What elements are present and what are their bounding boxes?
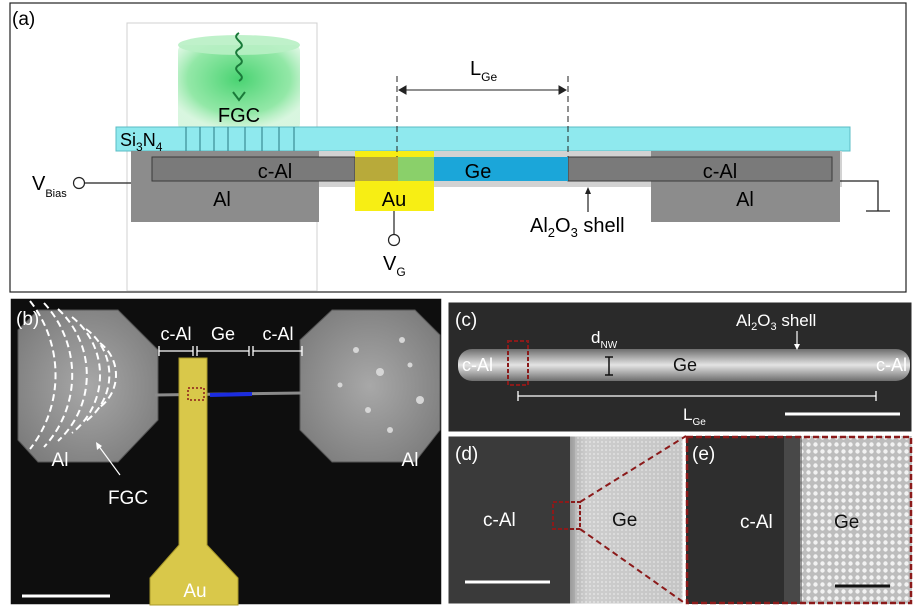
c-al-2-label-sem: c-Al: [263, 324, 294, 344]
d-nw-marker: [605, 356, 613, 376]
au-label-sem: Au: [183, 581, 206, 602]
interface-e: [784, 436, 802, 604]
nanowire-tem: [458, 349, 910, 381]
panel-b-label: (b): [16, 309, 39, 330]
al-right-label-sem: Al: [402, 450, 419, 471]
panel-d-label: (d): [455, 444, 478, 465]
vbias-terminal-icon: [72, 176, 86, 190]
al-pad-left-sem: [17, 309, 159, 463]
c-al-left-label: c-Al: [258, 161, 292, 183]
al2o3-shell-label: Al2O3 shell: [530, 215, 625, 240]
c-al-bar-right: [567, 156, 833, 182]
au-ge-overlap: [398, 157, 434, 181]
c-al-left-label-tem: c-Al: [462, 355, 493, 375]
al2o3-shell-label-tem: Al2O3 shell: [736, 311, 816, 333]
grating-lines: [185, 127, 295, 151]
photon-wave-icon: [235, 32, 243, 82]
zoom-lines: [579, 435, 687, 605]
arrow-down-icon: [232, 91, 246, 102]
c-al-label-e: c-Al: [740, 512, 773, 533]
ge-segment: [434, 157, 568, 181]
fgc-light-source: FGC: [178, 32, 300, 130]
ge-label-sem: Ge: [211, 324, 235, 344]
c-al-bar-left: [151, 156, 356, 182]
vg-terminal-icon: [387, 233, 401, 247]
au-label: Au: [382, 189, 406, 211]
c-al-right-label: c-Al: [703, 161, 737, 183]
l-ge-dimension: [396, 76, 569, 157]
al-pad-right-sem: [299, 309, 441, 463]
segment-brackets: [158, 346, 303, 356]
fgc-label-sem: FGC: [108, 488, 148, 509]
au-c-al-overlap: [355, 157, 398, 181]
al-left-label: Al: [213, 189, 231, 211]
al-left-label-sem: Al: [52, 450, 69, 471]
panel-a: (a) FGC Si3N4: [9, 2, 907, 293]
arrow-down-icon: [794, 344, 800, 350]
vg-label: VG: [383, 253, 406, 279]
highlight-frame-e: [685, 435, 913, 605]
si3n4-label: Si3N4: [120, 130, 163, 154]
highlight-box-b: [187, 387, 205, 401]
panel-c: (c) dNW Al2O3 shell c-Al Ge c-Al LGe: [447, 301, 913, 433]
vbias-label: VBias: [32, 173, 67, 200]
al-right-label: Al: [736, 189, 754, 211]
ge-label-tem: Ge: [673, 355, 697, 375]
l-ge-label-tem: LGe: [683, 405, 706, 428]
panel-c-label: (c): [455, 310, 477, 331]
panel-b: c-Al Ge c-Al (b) Al Al FGC Au: [9, 297, 443, 606]
ge-segment-sem: [209, 392, 253, 397]
c-al-right-label-tem: c-Al: [876, 355, 907, 375]
al-grains: [337, 337, 424, 433]
ge-label-d: Ge: [612, 510, 637, 531]
ground-icon: [840, 180, 890, 212]
panel-e-label: (e): [692, 444, 715, 465]
l-ge-bracket-tem: [517, 391, 877, 401]
au-gate-sem: [149, 357, 239, 606]
ge-label: Ge: [465, 161, 492, 183]
highlight-box-c: [507, 340, 529, 386]
d-nw-label: dNW: [591, 328, 618, 351]
fgc-pointer: [97, 444, 121, 476]
arrow-up-icon: [585, 187, 591, 194]
fgc-label: FGC: [218, 105, 260, 127]
fgc-grating-arcs: [29, 300, 117, 450]
c-al-1-label-sem: c-Al: [161, 324, 192, 344]
si3n4-layer: [115, 126, 851, 152]
l-ge-label: LGe: [470, 58, 497, 84]
highlight-box-d: [552, 501, 581, 530]
panel-e: (e) c-Al Ge: [685, 435, 913, 605]
ge-lattice-d: [575, 436, 683, 604]
ge-label-e: Ge: [834, 512, 859, 533]
arrow-icon: [96, 442, 102, 450]
c-al-label-d: c-Al: [483, 510, 516, 531]
panel-a-label: (a): [12, 9, 35, 30]
panel-d: (d) c-Al Ge: [447, 435, 687, 605]
ge-lattice-e: [800, 436, 912, 604]
